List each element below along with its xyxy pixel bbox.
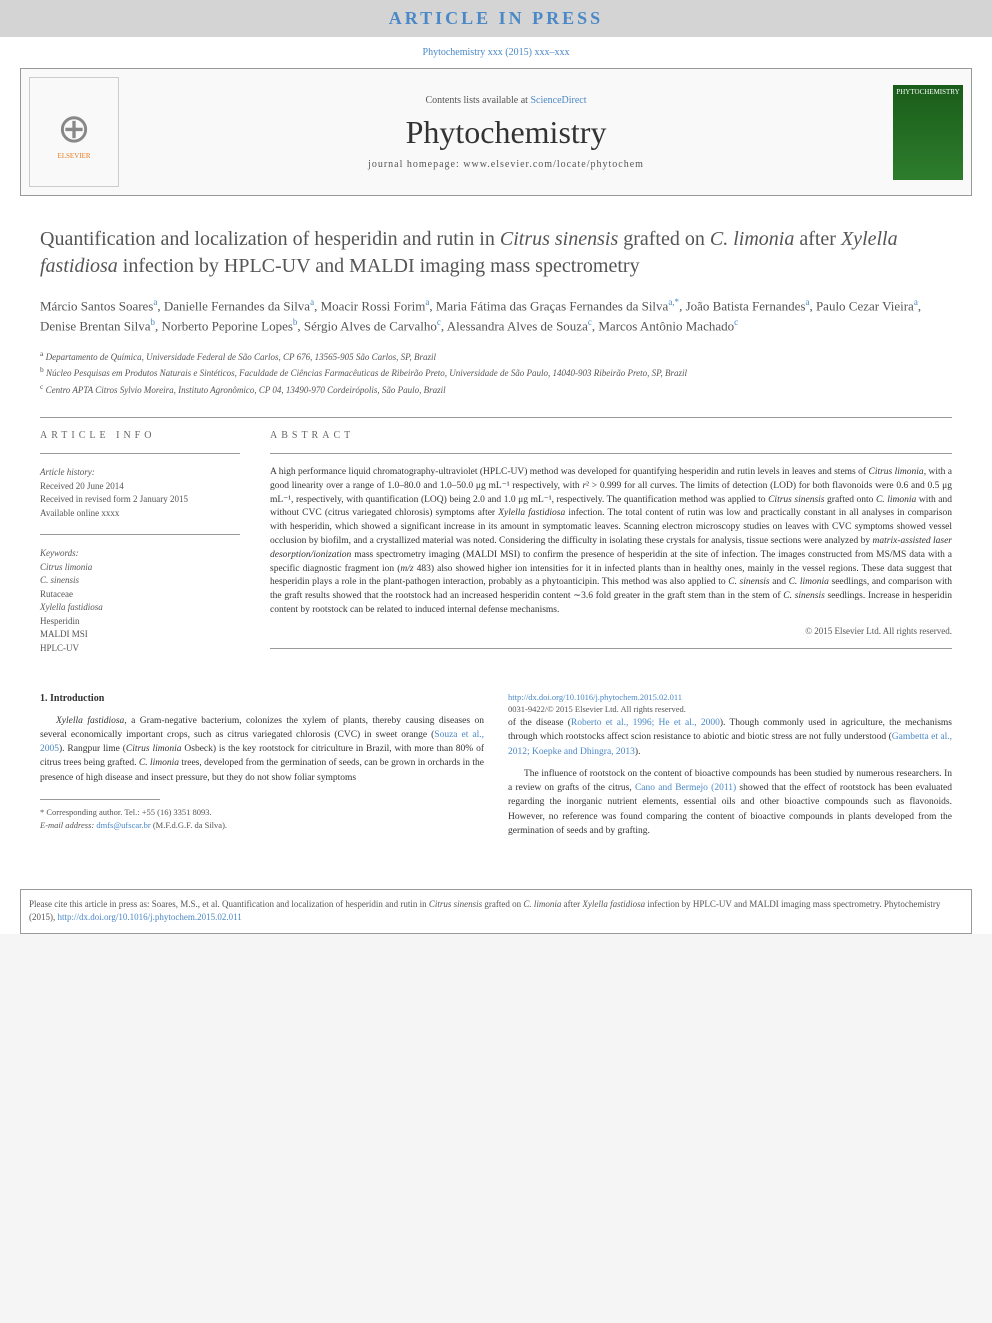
footnote-rule bbox=[40, 799, 160, 800]
abstract: ABSTRACT A high performance liquid chrom… bbox=[270, 430, 952, 660]
in-press-banner: ARTICLE IN PRESS bbox=[0, 0, 992, 37]
affiliation-c: c Centro APTA Citros Sylvio Moreira, Ins… bbox=[40, 381, 952, 398]
contents-line: Contents lists available at ScienceDirec… bbox=[119, 95, 893, 106]
contents-prefix: Contents lists available at bbox=[425, 95, 530, 106]
doi-link[interactable]: http://dx.doi.org/10.1016/j.phytochem.20… bbox=[508, 691, 952, 704]
article-body: Quantification and localization of hespe… bbox=[0, 196, 992, 873]
abstract-copyright: © 2015 Elsevier Ltd. All rights reserved… bbox=[270, 626, 952, 636]
author-list: Márcio Santos Soaresa, Danielle Fernande… bbox=[40, 296, 952, 336]
journal-name: Phytochemistry bbox=[119, 114, 893, 151]
footnotes: * Corresponding author. Tel.: +55 (16) 3… bbox=[40, 806, 484, 832]
intro-p2: of the disease (Roberto et al., 1996; He… bbox=[508, 716, 952, 759]
intro-heading: 1. Introduction bbox=[40, 691, 484, 706]
info-abstract-row: ARTICLE INFO Article history: Received 2… bbox=[40, 430, 952, 660]
article-title: Quantification and localization of hespe… bbox=[40, 226, 952, 280]
title-text-1: Quantification and localization of hespe… bbox=[40, 228, 500, 250]
divider bbox=[270, 453, 952, 454]
keywords: Keywords:Citrus limoniaC. sinensisRutace… bbox=[40, 547, 240, 655]
email-label: E-mail address: bbox=[40, 820, 96, 830]
title-species-1: Citrus sinensis bbox=[500, 228, 618, 250]
journal-cover: PHYTOCHEMISTRY bbox=[893, 85, 963, 180]
article-info-head: ARTICLE INFO bbox=[40, 430, 240, 441]
abstract-text: A high performance liquid chromatography… bbox=[270, 466, 952, 617]
email-line: E-mail address: dmfs@ufscar.br (M.F.d.G.… bbox=[40, 819, 484, 832]
title-species-2: C. limonia bbox=[710, 228, 794, 250]
issn-line: 0031-9422/© 2015 Elsevier Ltd. All right… bbox=[508, 703, 952, 716]
intro-p1: Xylella fastidiosa, a Gram-negative bact… bbox=[40, 714, 484, 785]
divider bbox=[40, 534, 240, 535]
journal-cover-title: PHYTOCHEMISTRY bbox=[893, 85, 963, 99]
title-text-4: infection by HPLC-UV and MALDI imaging m… bbox=[118, 255, 640, 277]
sciencedirect-link[interactable]: ScienceDirect bbox=[530, 95, 586, 106]
abstract-head: ABSTRACT bbox=[270, 430, 952, 441]
homepage-prefix: journal homepage: bbox=[368, 159, 463, 170]
divider bbox=[270, 648, 952, 649]
history-label: Article history: bbox=[40, 467, 95, 477]
affiliation-b-text: Núcleo Pesquisas em Produtos Naturais e … bbox=[46, 368, 687, 378]
email-link[interactable]: dmfs@ufscar.br bbox=[96, 820, 150, 830]
divider bbox=[40, 453, 240, 454]
main-text: 1. Introduction Xylella fastidiosa, a Gr… bbox=[40, 691, 952, 843]
history-online: Available online xxxx bbox=[40, 508, 119, 518]
elsevier-logo: ⊕ ELSEVIER bbox=[29, 77, 119, 187]
affiliation-b: b Núcleo Pesquisas em Produtos Naturais … bbox=[40, 364, 952, 381]
header-center: Contents lists available at ScienceDirec… bbox=[119, 95, 893, 170]
citation-top: Phytochemistry xxx (2015) xxx–xxx bbox=[0, 37, 992, 68]
title-text-3: after bbox=[794, 228, 841, 250]
corresponding-author: * Corresponding author. Tel.: +55 (16) 3… bbox=[40, 806, 484, 819]
affiliation-a: a Departamento de Química, Universidade … bbox=[40, 348, 952, 365]
elsevier-label: ELSEVIER bbox=[57, 152, 90, 160]
affiliation-c-text: Centro APTA Citros Sylvio Moreira, Insti… bbox=[46, 385, 446, 395]
history-received: Received 20 June 2014 bbox=[40, 481, 124, 491]
affiliations: a Departamento de Química, Universidade … bbox=[40, 348, 952, 398]
divider bbox=[40, 417, 952, 418]
homepage-url[interactable]: www.elsevier.com/locate/phytochem bbox=[463, 159, 644, 170]
email-paren: (M.F.d.G.F. da Silva). bbox=[151, 820, 227, 830]
affiliation-a-text: Departamento de Química, Universidade Fe… bbox=[46, 352, 436, 362]
homepage-line: journal homepage: www.elsevier.com/locat… bbox=[119, 159, 893, 170]
article-info: ARTICLE INFO Article history: Received 2… bbox=[40, 430, 240, 660]
intro-p3: The influence of rootstock on the conten… bbox=[508, 767, 952, 838]
history-revised: Received in revised form 2 January 2015 bbox=[40, 494, 188, 504]
page: ARTICLE IN PRESS Phytochemistry xxx (201… bbox=[0, 0, 992, 934]
journal-header: ⊕ ELSEVIER Contents lists available at S… bbox=[20, 68, 972, 196]
article-history: Article history: Received 20 June 2014 R… bbox=[40, 466, 240, 520]
title-text-2: grafted on bbox=[618, 228, 710, 250]
cite-box: Please cite this article in press as: So… bbox=[20, 889, 972, 934]
elsevier-tree-icon: ⊕ bbox=[57, 105, 91, 152]
